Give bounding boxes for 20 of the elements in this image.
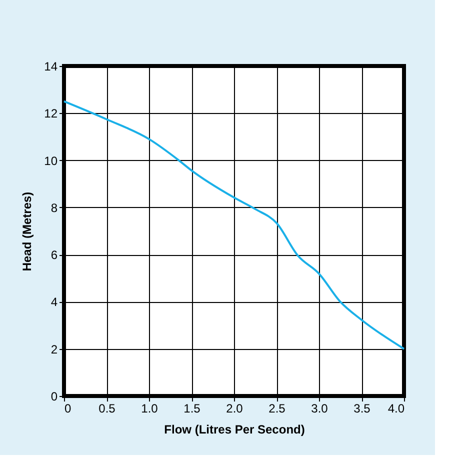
x-tick-label: 2.5: [268, 402, 286, 416]
x-tick-label: 1.5: [184, 402, 201, 416]
x-tick-label: 3.0: [311, 402, 328, 416]
y-tick-label: 4: [50, 295, 58, 310]
x-tick-label: 2.0: [226, 402, 244, 416]
y-tick-label: 8: [50, 200, 58, 215]
y-tick-label: 6: [50, 248, 58, 262]
x-tick-label: 0.5: [98, 402, 116, 416]
y-tick-label: 12: [44, 106, 58, 121]
y-axis-title: Head (Metres): [20, 192, 34, 272]
x-tick-label: 4.0: [388, 402, 405, 416]
y-tick-label: 14: [44, 60, 58, 74]
y-tick-label: 2: [50, 342, 58, 356]
x-tick-label: 3.5: [354, 402, 371, 416]
x-axis-title: Flow (Litres Per Second): [164, 422, 305, 436]
line-series: [63, 100, 405, 350]
x-tick-label: 1.0: [141, 402, 158, 416]
y-tick-label: 10: [44, 154, 58, 168]
y-tick-label: 0: [50, 390, 58, 404]
x-tick-label: 0: [64, 402, 72, 416]
